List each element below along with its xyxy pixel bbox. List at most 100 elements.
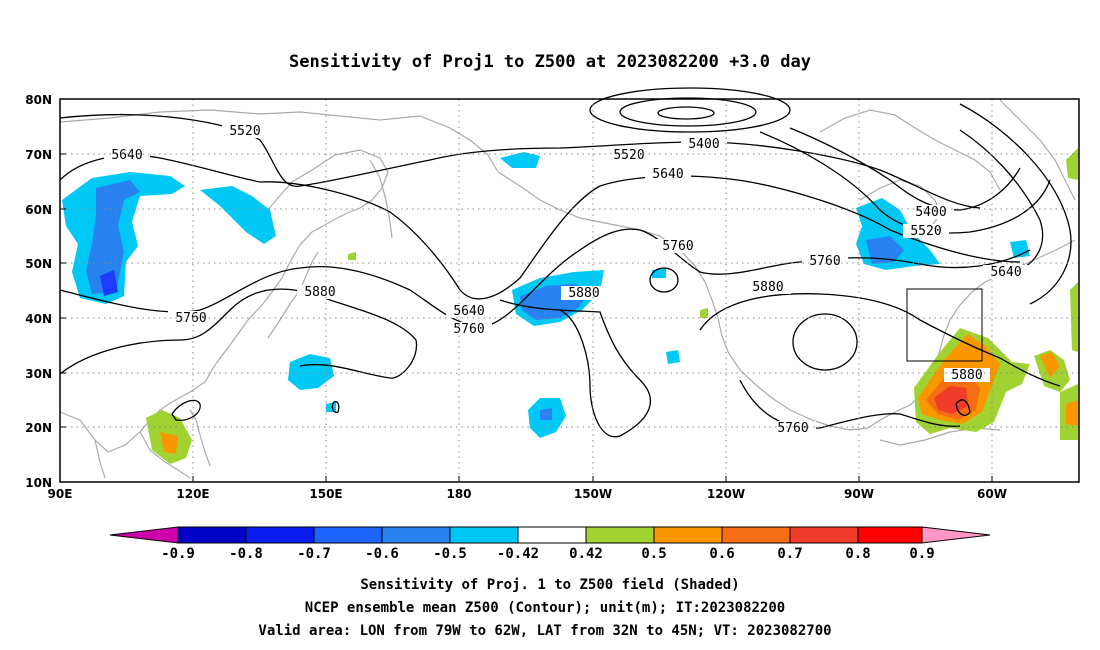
- caption-line-1: Sensitivity of Proj. 1 to Z500 field (Sh…: [360, 577, 739, 593]
- contour-label: 5640: [983, 265, 1029, 280]
- svg-text:5880: 5880: [752, 280, 783, 295]
- shade-neg-npac: [288, 354, 334, 390]
- colorbar-label: -0.6: [365, 546, 399, 562]
- figure-title: Sensitivity of Proj1 to Z500 at 20230822…: [289, 52, 811, 72]
- contour-label: 5880: [745, 280, 791, 295]
- shade-neg-npac-dot: [326, 402, 336, 412]
- contour-label: 5520: [606, 148, 652, 163]
- contour-5880-na: [699, 293, 1061, 387]
- contour-label: 5520: [903, 224, 949, 239]
- shade-pos-east-top: [1066, 148, 1078, 180]
- contour-label: 5400: [681, 137, 727, 152]
- lat-label: 50N: [25, 257, 52, 271]
- colorbar-label: 0.5: [641, 546, 666, 562]
- shade-neg-mongolia-dark: [100, 270, 118, 296]
- contour-5640-mid: [259, 175, 1021, 300]
- coast-indochina: [94, 431, 191, 479]
- lat-label: 70N: [25, 148, 52, 162]
- svg-text:5520: 5520: [613, 148, 644, 163]
- map-frame: [59, 98, 1080, 483]
- lon-label: 90W: [844, 487, 874, 501]
- colorbar-label: 0.8: [845, 546, 870, 562]
- colorbar-label: -0.9: [161, 546, 195, 562]
- svg-text:5880: 5880: [951, 368, 982, 383]
- svg-text:5640: 5640: [111, 148, 142, 163]
- svg-text:5760: 5760: [175, 311, 206, 326]
- colorbar-swatch-orange-dark: [721, 526, 791, 544]
- svg-text:5520: 5520: [910, 224, 941, 239]
- colorbar-right-arrow: [921, 526, 991, 544]
- svg-text:5760: 5760: [453, 322, 484, 337]
- svg-text:5400: 5400: [688, 137, 719, 152]
- shade-pos-east-mid: [1070, 282, 1078, 352]
- contour-label: 5640: [446, 304, 492, 319]
- lat-axis-labels: 80N 70N 60N 50N 40N 30N 20N 10N: [25, 93, 52, 490]
- contour-small-closed-3: [955, 399, 971, 416]
- colorbar-swatch: [585, 526, 655, 544]
- colorbar-swatch: [245, 526, 315, 544]
- contour-5760-east: [959, 103, 1072, 305]
- shade-neg-arctic: [500, 152, 540, 168]
- colorbar-label: 0.9: [909, 546, 934, 562]
- shade-pos-atlantic-red: [934, 386, 968, 414]
- lon-axis-labels: 90E 120E 150E 180 150W 120W 90W 60W: [48, 487, 1007, 501]
- colorbar-swatch-blue: [313, 526, 383, 544]
- lon-label: 180: [446, 487, 471, 501]
- svg-text:5760: 5760: [662, 239, 693, 254]
- lat-label: 60N: [25, 203, 52, 217]
- lat-label: 40N: [25, 312, 52, 326]
- contour-labels: 5520 5640 5760 5880 5520 5400 5640 5760 …: [104, 124, 1029, 436]
- contour-label: 5760: [655, 239, 701, 254]
- contour-5640-east: [959, 129, 1044, 277]
- colorbar-swatch: [653, 526, 723, 544]
- colorbar-swatch-light-blue: [449, 526, 519, 544]
- lat-label: 20N: [25, 421, 52, 435]
- colorbar-swatch-mid-blue: [381, 526, 451, 544]
- lon-label: 150E: [309, 487, 342, 501]
- contour-label: 5880: [561, 286, 607, 301]
- contour-label: 5880: [297, 285, 343, 300]
- colorbar-swatch: [857, 526, 923, 544]
- svg-text:5880: 5880: [304, 285, 335, 300]
- shade-neg-baja-dot: [666, 350, 680, 364]
- colorbar: -0.9 -0.8 -0.7 -0.6 -0.5 -0.42 0.42 0.5 …: [109, 526, 991, 562]
- shade-neg-hudson-core: [866, 236, 904, 264]
- contour-5760-low-pacnw: [649, 267, 679, 293]
- colorbar-label: 0.7: [777, 546, 802, 562]
- shade-pos-mid-atlantic-orange: [1040, 352, 1060, 378]
- colorbar-label: 0.6: [709, 546, 734, 562]
- colorbar-labels: -0.9 -0.8 -0.7 -0.6 -0.5 -0.42 0.42 0.5 …: [161, 546, 935, 562]
- svg-text:5760: 5760: [809, 254, 840, 269]
- contour-label: 5640: [645, 167, 691, 182]
- contour-arctic-low-mid: [619, 97, 757, 127]
- captions: Sensitivity of Proj. 1 to Z500 field (Sh…: [258, 577, 831, 639]
- contour-5520: [59, 114, 981, 209]
- colorbar-swatch-red-orange: [789, 526, 859, 544]
- contour-label: 5400: [908, 205, 954, 220]
- caption-line-3: Valid area: LON from 79W to 62W, LAT fro…: [258, 623, 831, 639]
- colorbar-label: -0.42: [497, 546, 539, 562]
- contour-label: 5880: [944, 368, 990, 383]
- colorbar-label: -0.8: [229, 546, 263, 562]
- shade-pos-hawaii-dot: [348, 252, 356, 260]
- coast-kamchatka: [369, 159, 393, 239]
- lat-label: 10N: [25, 476, 52, 490]
- contour-5400-east: [789, 127, 1021, 211]
- caption-line-2: NCEP ensemble mean Z500 (Contour); unit(…: [305, 600, 785, 616]
- contour-5880-high-center: [792, 313, 858, 371]
- coast-alaska: [497, 171, 881, 431]
- colorbar-swatch: [517, 526, 587, 544]
- sensitivity-shading: [62, 148, 1078, 464]
- colorbar-swatch: [177, 526, 247, 544]
- shade-pos-west-coast-dot: [700, 308, 708, 318]
- contour-label: 5760: [802, 254, 848, 269]
- graticule: [60, 99, 1079, 482]
- svg-text:5640: 5640: [990, 265, 1021, 280]
- map-panel: 5520 5640 5760 5880 5520 5400 5640 5760 …: [25, 87, 1080, 501]
- contour-label: 5520: [222, 124, 268, 139]
- lat-label: 30N: [25, 367, 52, 381]
- lat-label: 80N: [25, 93, 52, 107]
- contour-5880-east: [499, 299, 651, 438]
- shade-neg-okhotsk: [200, 186, 276, 244]
